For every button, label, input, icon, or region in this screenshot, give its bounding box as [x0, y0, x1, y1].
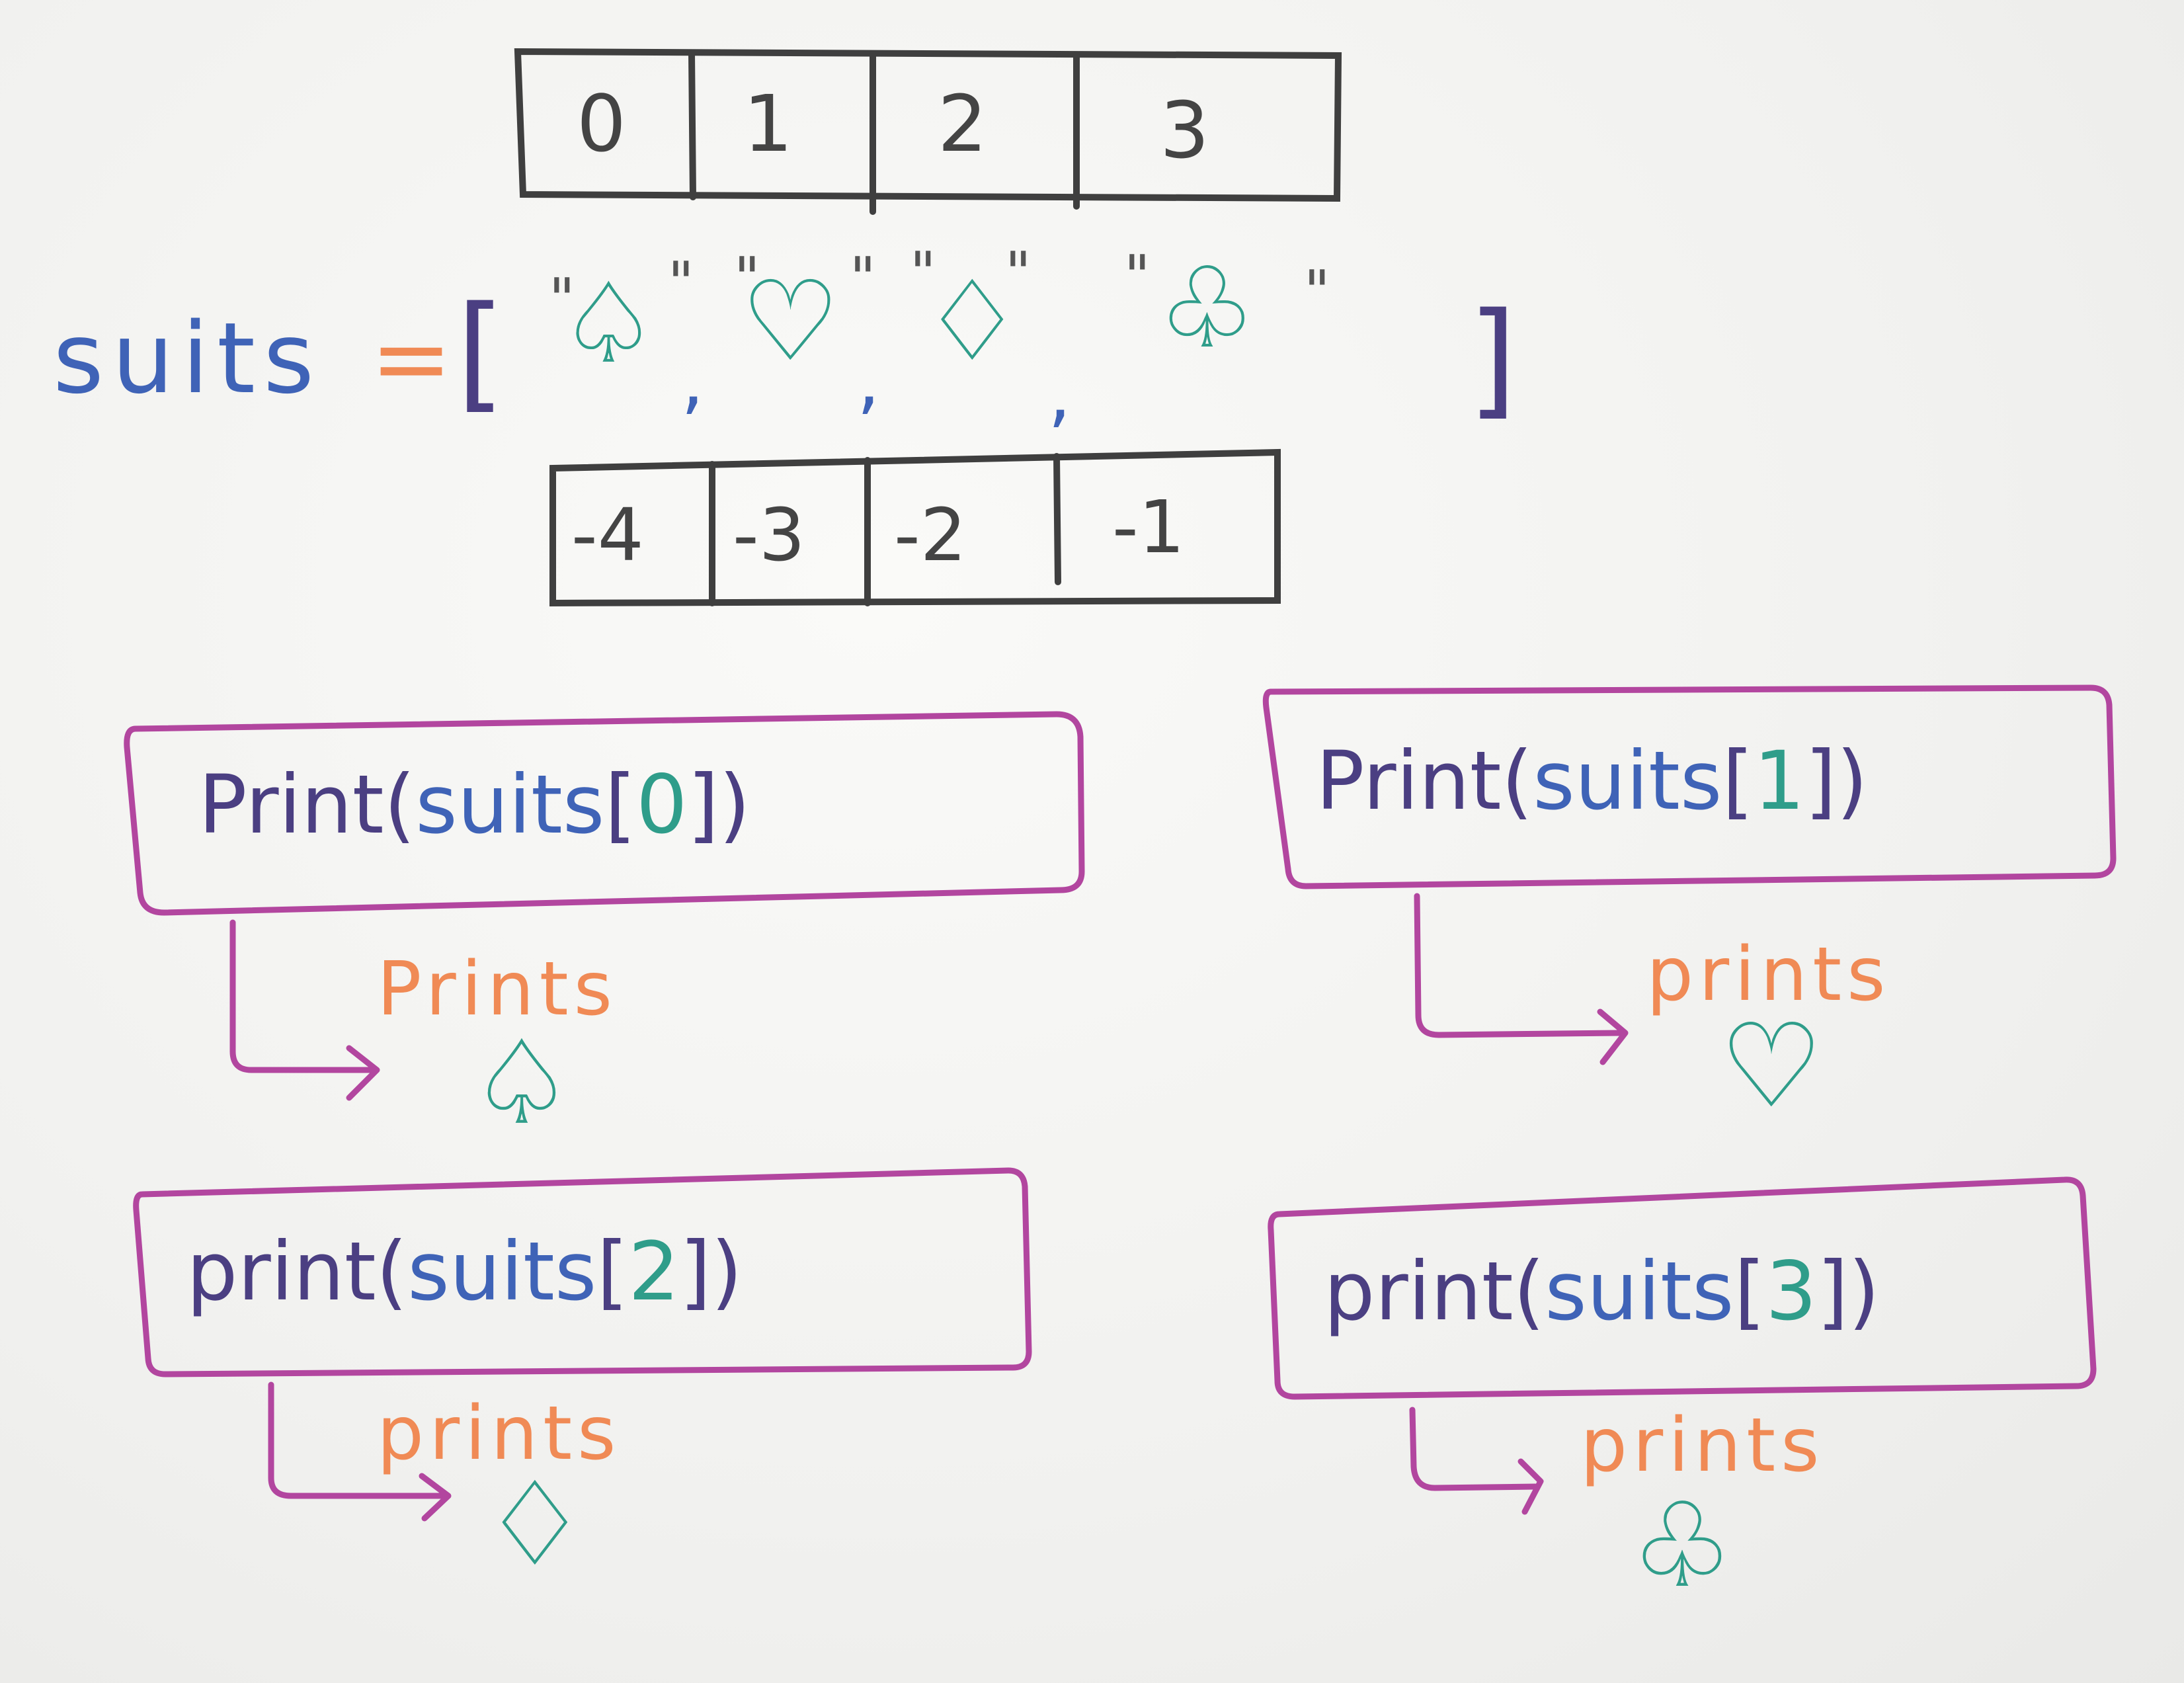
argument-name: suits	[1545, 1245, 1734, 1338]
quote-mark: "	[850, 245, 876, 311]
quote-mark: "	[1304, 259, 1330, 325]
argument-name: suits	[1533, 734, 1722, 828]
open-bracket: [	[456, 279, 506, 425]
index-value: 1	[1754, 734, 1805, 828]
print-function: Print	[1316, 734, 1502, 828]
open-paren: (	[384, 758, 416, 852]
print-function: Print	[198, 758, 384, 852]
open-paren: (	[376, 1225, 408, 1319]
positive-index-2: 2	[938, 78, 988, 169]
open-square: [	[604, 758, 637, 852]
quote-mark: "	[549, 267, 575, 333]
prints-label-1: prints	[1646, 932, 1891, 1018]
heart-output: ♡	[1719, 999, 1824, 1134]
diamond-output: ♢	[483, 1457, 587, 1592]
quote-mark: "	[668, 250, 694, 316]
positive-index-array	[514, 48, 1342, 215]
open-paren: (	[1501, 734, 1533, 828]
open-square: [	[1722, 734, 1754, 828]
quote-mark: "	[1005, 240, 1031, 306]
negative-index-4: -4	[571, 493, 644, 577]
output-arrows	[229, 893, 1629, 1522]
close-square: ])	[1816, 1245, 1880, 1338]
print-statement-0: Print(suits[0])	[198, 764, 750, 845]
comma: ,	[1048, 351, 1071, 436]
print-statement-2: print(suits[2])	[186, 1231, 743, 1312]
positive-index-3: 3	[1160, 85, 1210, 176]
quote-mark: "	[1124, 243, 1151, 309]
index-value: 3	[1765, 1245, 1817, 1338]
print-statement-1: Print(suits[1])	[1316, 741, 1868, 821]
code-boxes	[124, 684, 2117, 1400]
print-statement-3: print(suits[3])	[1324, 1251, 1880, 1332]
heart-item: ♡	[741, 257, 840, 386]
close-square: ])	[687, 758, 750, 852]
index-value: 0	[636, 758, 688, 852]
close-square: ])	[679, 1225, 743, 1319]
quote-mark: "	[734, 245, 760, 311]
open-paren: (	[1513, 1245, 1545, 1338]
close-bracket: ]	[1468, 286, 1517, 432]
negative-index-3: -3	[733, 493, 805, 577]
negative-index-array	[549, 448, 1281, 607]
open-square: [	[1734, 1245, 1766, 1338]
spade-item: ♤	[559, 259, 659, 388]
spade-output: ♤	[469, 1015, 574, 1151]
equals-sign: =	[370, 302, 453, 415]
positive-index-0: 0	[577, 78, 627, 169]
prints-label-2: prints	[377, 1391, 622, 1477]
print-function: print	[1324, 1245, 1514, 1338]
print-function: print	[186, 1225, 376, 1319]
comma: ,	[681, 338, 704, 423]
quote-mark: "	[910, 240, 936, 306]
diamond-item: ♢	[922, 257, 1022, 386]
index-value: 2	[628, 1225, 680, 1319]
comma: ,	[857, 338, 880, 423]
prints-label-3: prints	[1580, 1403, 1825, 1489]
variable-name: suits	[53, 302, 323, 415]
positive-index-1: 1	[743, 78, 793, 169]
argument-name: suits	[407, 1225, 597, 1319]
argument-name: suits	[415, 758, 605, 852]
negative-index-1: -1	[1112, 485, 1185, 569]
club-output: ♧	[1630, 1478, 1734, 1614]
negative-index-2: -2	[894, 493, 967, 577]
club-item: ♧	[1157, 243, 1257, 373]
close-square: ])	[1804, 734, 1868, 828]
open-square: [	[596, 1225, 629, 1319]
prints-label-0: Prints	[377, 946, 618, 1032]
